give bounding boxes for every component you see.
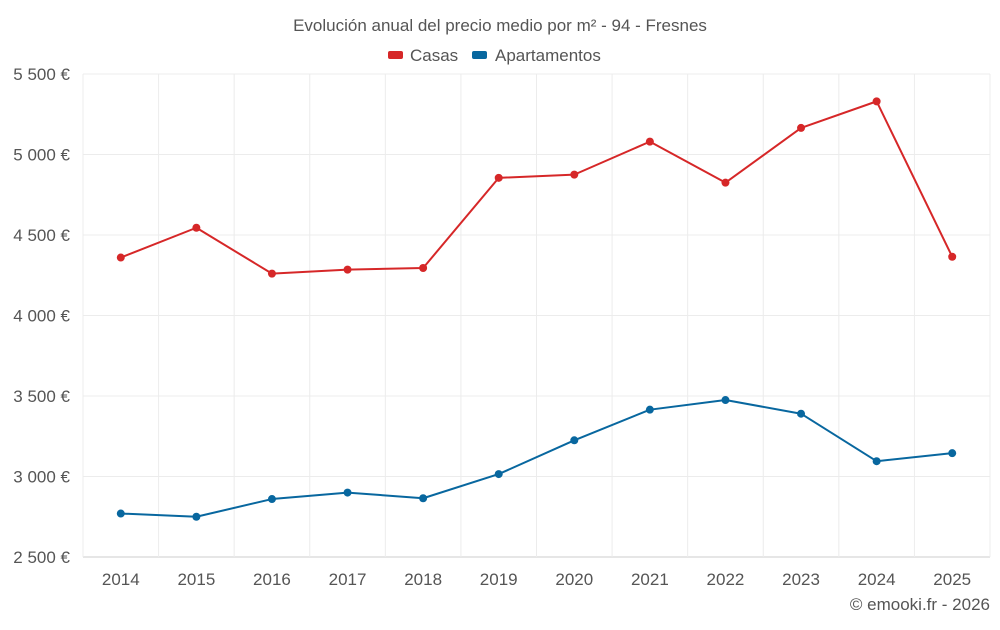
data-point-casas[interactable] bbox=[948, 252, 957, 261]
data-point-apartamentos[interactable] bbox=[192, 512, 201, 521]
data-point-casas[interactable] bbox=[267, 269, 276, 278]
x-axis: 2014 2015 2016 2017 2018 2019 2020 2021 2022 2023… bbox=[102, 570, 971, 589]
series-line-casas bbox=[120, 100, 954, 275]
data-point-casas[interactable] bbox=[570, 170, 579, 179]
data-point-apartamentos[interactable] bbox=[872, 457, 881, 466]
grid bbox=[82, 73, 991, 558]
x-tick-label: 2023 bbox=[782, 570, 820, 589]
data-point-casas[interactable] bbox=[494, 173, 503, 182]
legend-label-casas: Casas bbox=[410, 46, 458, 65]
legend-swatch-apartamentos bbox=[472, 51, 487, 59]
x-tick-label: 2018 bbox=[404, 570, 442, 589]
y-tick-label: 4 500 € bbox=[13, 226, 70, 245]
legend-swatch-casas bbox=[388, 51, 403, 59]
data-point-apartamentos[interactable] bbox=[267, 495, 276, 504]
data-point-casas[interactable] bbox=[116, 253, 125, 262]
data-point-apartamentos[interactable] bbox=[494, 470, 503, 479]
data-point-casas[interactable] bbox=[872, 97, 881, 106]
data-point-apartamentos[interactable] bbox=[645, 405, 654, 414]
data-point-apartamentos[interactable] bbox=[570, 436, 579, 445]
y-tick-label: 5 000 € bbox=[13, 146, 70, 165]
series-line-apartamentos bbox=[120, 399, 953, 518]
y-tick-label: 4 000 € bbox=[13, 307, 70, 326]
x-tick-label: 2016 bbox=[253, 570, 291, 589]
x-tick-label: 2014 bbox=[102, 570, 140, 589]
y-tick-label: 3 500 € bbox=[13, 387, 70, 406]
data-point-casas[interactable] bbox=[797, 123, 806, 132]
x-tick-label: 2025 bbox=[933, 570, 971, 589]
data-point-apartamentos[interactable] bbox=[948, 449, 957, 458]
legend-label-apartamentos: Apartamentos bbox=[495, 46, 601, 65]
y-tick-label: 2 500 € bbox=[13, 548, 70, 567]
data-point-casas[interactable] bbox=[343, 265, 352, 274]
data-point-apartamentos[interactable] bbox=[116, 509, 125, 518]
x-tick-label: 2020 bbox=[555, 570, 593, 589]
legend-item-apartamentos[interactable]: Apartamentos bbox=[472, 46, 601, 65]
legend-item-casas[interactable]: Casas bbox=[388, 46, 458, 65]
x-tick-label: 2019 bbox=[480, 570, 518, 589]
credit-text: © emooki.fr - 2026 bbox=[850, 595, 990, 614]
legend: Casas Apartamentos bbox=[388, 46, 601, 65]
x-tick-label: 2015 bbox=[177, 570, 215, 589]
data-point-casas[interactable] bbox=[192, 223, 201, 232]
y-tick-label: 3 000 € bbox=[13, 468, 70, 487]
series-layer bbox=[116, 97, 957, 521]
x-tick-label: 2021 bbox=[631, 570, 669, 589]
y-tick-label: 5 500 € bbox=[13, 65, 70, 84]
data-point-casas[interactable] bbox=[419, 264, 428, 273]
x-tick-label: 2022 bbox=[707, 570, 745, 589]
data-point-casas[interactable] bbox=[721, 178, 730, 187]
chart-title: Evolución anual del precio medio por m² … bbox=[293, 16, 707, 35]
x-tick-label: 2024 bbox=[858, 570, 896, 589]
data-point-casas[interactable] bbox=[645, 137, 654, 146]
y-axis: 2 500 € 3 000 € 3 500 € 4 000 € 4 500 € 5 000… bbox=[13, 65, 70, 567]
data-point-apartamentos[interactable] bbox=[797, 409, 806, 418]
data-point-apartamentos[interactable] bbox=[721, 396, 730, 405]
data-point-apartamentos[interactable] bbox=[419, 494, 428, 503]
x-tick-label: 2017 bbox=[329, 570, 367, 589]
data-point-apartamentos[interactable] bbox=[343, 488, 352, 497]
